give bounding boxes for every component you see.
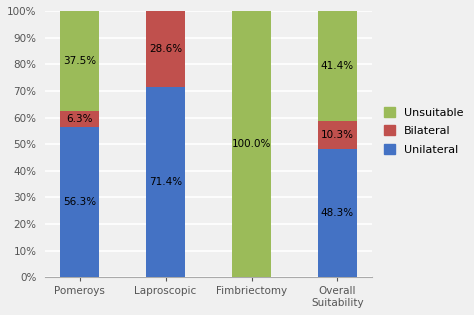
Text: 71.4%: 71.4% — [149, 177, 182, 187]
Bar — [60, 11, 99, 111]
Legend: Unsuitable, Bilateral, Unilateral: Unsuitable, Bilateral, Unilateral — [381, 104, 466, 158]
Bar — [232, 11, 271, 278]
Text: 10.3%: 10.3% — [321, 130, 354, 140]
Text: 6.3%: 6.3% — [66, 114, 93, 124]
Text: 28.6%: 28.6% — [149, 44, 182, 54]
Bar — [146, 11, 185, 87]
Text: 37.5%: 37.5% — [63, 56, 96, 66]
Bar — [318, 121, 357, 149]
Bar — [318, 11, 357, 121]
Text: 56.3%: 56.3% — [63, 198, 96, 207]
Text: 48.3%: 48.3% — [321, 208, 354, 218]
Bar — [60, 127, 99, 278]
Text: 41.4%: 41.4% — [321, 61, 354, 71]
Bar — [60, 111, 99, 127]
Text: 100.0%: 100.0% — [232, 139, 271, 149]
Bar — [318, 149, 357, 278]
Bar — [146, 87, 185, 278]
